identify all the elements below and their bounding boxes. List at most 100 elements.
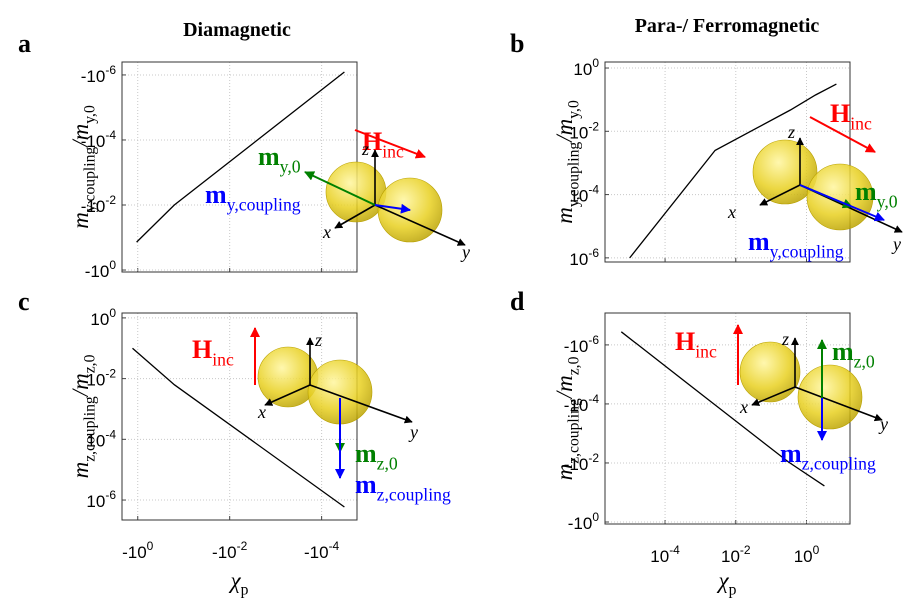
annotation: mz,0​ — [355, 439, 398, 473]
axis-arrow — [759, 184, 801, 206]
y-axis-label-text: / — [68, 387, 93, 398]
y-axis-label-sub: z,coupling — [565, 398, 582, 464]
annotation-sub: inc — [212, 349, 234, 369]
annotation-sub: z,0 — [377, 453, 398, 473]
y-axis-label-sub: y,coupling — [565, 142, 582, 208]
y-axis-label-text: m — [68, 124, 93, 141]
annotation-sub: y,0 — [280, 156, 301, 176]
annotation: y — [891, 234, 901, 254]
y-axis-label-text: / — [552, 133, 577, 144]
annotation: my,0​ — [855, 177, 898, 211]
annotation: mz,0​ — [832, 337, 875, 371]
panel-label: a — [18, 29, 31, 58]
field-arrow — [374, 203, 411, 214]
annotation-text: x — [257, 402, 266, 422]
annotation-sub: y,0 — [877, 191, 898, 211]
y-axis-label-text: / — [552, 389, 577, 400]
tick-label: -100 — [568, 510, 600, 533]
data-line — [136, 71, 345, 243]
y-axis-label: my,coupling​/my,0​ — [68, 105, 98, 229]
tick-label: 10-4 — [86, 427, 116, 450]
annotation-text: H — [362, 127, 382, 156]
annotation: my,coupling​ — [748, 227, 844, 261]
x-axis-label-sub: p — [241, 581, 249, 598]
y-axis-label-text: m — [552, 464, 577, 481]
annotation: x — [322, 222, 331, 242]
y-axis-label-text: m — [68, 373, 93, 390]
tick-label: -10-6 — [564, 333, 600, 356]
annotation: y — [408, 422, 418, 442]
axis-arrow — [334, 204, 376, 229]
annotation-text: m — [205, 180, 227, 209]
annotation-text: m — [748, 227, 770, 256]
annotation-text: m — [780, 439, 802, 468]
annotation: z — [787, 122, 795, 142]
tick-label: -10-2 — [81, 193, 117, 216]
y-axis-label: mz,coupling​/mz,0​ — [68, 354, 98, 478]
y-axis-label-sub: z,coupling — [81, 396, 98, 462]
tick-label: 10-4 — [569, 183, 599, 206]
annotation-sub: z,coupling — [377, 484, 451, 504]
annotation-sub: y,coupling — [227, 194, 301, 214]
sphere — [325, 161, 387, 223]
panel-label: b — [510, 29, 524, 58]
y-axis-label-text: m — [552, 375, 577, 392]
x-axis-label: χp​ — [229, 568, 249, 598]
sphere — [806, 163, 874, 231]
annotation-text: m — [355, 439, 377, 468]
x-axis-label-text: χ — [229, 568, 242, 593]
annotation-sub: z,0 — [854, 351, 875, 371]
y-axis-label: mz,coupling​/mz,0​ — [552, 356, 582, 480]
annotation-text: y — [891, 234, 901, 254]
plot-frame — [604, 61, 851, 263]
annotation: my,coupling​ — [205, 180, 301, 214]
annotation: mz,coupling​ — [355, 470, 451, 504]
data-line — [132, 347, 345, 508]
sphere — [739, 341, 801, 403]
tick-label: 10-6 — [569, 246, 599, 269]
y-axis-label-sub: y,coupling — [81, 147, 98, 213]
column-title: Diamagnetic — [183, 19, 291, 41]
annotation: z — [361, 139, 369, 159]
annotation: Hinc​ — [830, 99, 872, 133]
tick-label: -10-4 — [304, 539, 340, 562]
annotation-text: y — [460, 242, 470, 262]
tick-label: 10-2 — [721, 543, 751, 566]
y-axis-label-sub: y,0 — [81, 105, 98, 124]
field-arrow — [799, 184, 885, 222]
y-axis-label-text: m — [68, 212, 93, 229]
y-axis-label-text: m — [552, 207, 577, 224]
annotation-text: z — [314, 330, 322, 350]
data-line — [620, 331, 825, 487]
axis-arrow — [374, 204, 466, 246]
annotation: Hinc​ — [675, 327, 717, 361]
annotation-text: H — [192, 335, 212, 364]
annotation-text: m — [855, 177, 877, 206]
annotation-sub: inc — [695, 341, 717, 361]
axis-arrow — [751, 386, 796, 406]
annotation: x — [727, 202, 736, 222]
y-axis-label: my,coupling​/my,0​ — [552, 100, 582, 224]
x-axis-label-text: χ — [717, 568, 730, 593]
axis-arrow — [264, 384, 311, 406]
annotation-text: y — [878, 414, 888, 434]
annotation-text: y — [408, 422, 418, 442]
annotation: z — [781, 329, 789, 349]
annotation-text: z — [787, 122, 795, 142]
y-axis-label-text: m — [68, 462, 93, 479]
annotation-text: H — [675, 327, 695, 356]
annotation: y — [878, 414, 888, 434]
sphere — [797, 364, 863, 430]
tick-label: -10-4 — [81, 128, 117, 151]
tick-label: 10-4 — [650, 543, 680, 566]
annotation: y — [460, 242, 470, 262]
data-line — [629, 83, 837, 259]
annotation-text: H — [830, 99, 850, 128]
tick-label: 10-6 — [86, 488, 116, 511]
panel-label: d — [510, 287, 525, 316]
annotation: my,0​ — [258, 142, 301, 176]
plot-area — [122, 62, 357, 272]
y-axis-label-sub: z,0 — [81, 354, 98, 373]
annotation-text: x — [739, 397, 748, 417]
y-axis-label-text: / — [68, 138, 93, 149]
